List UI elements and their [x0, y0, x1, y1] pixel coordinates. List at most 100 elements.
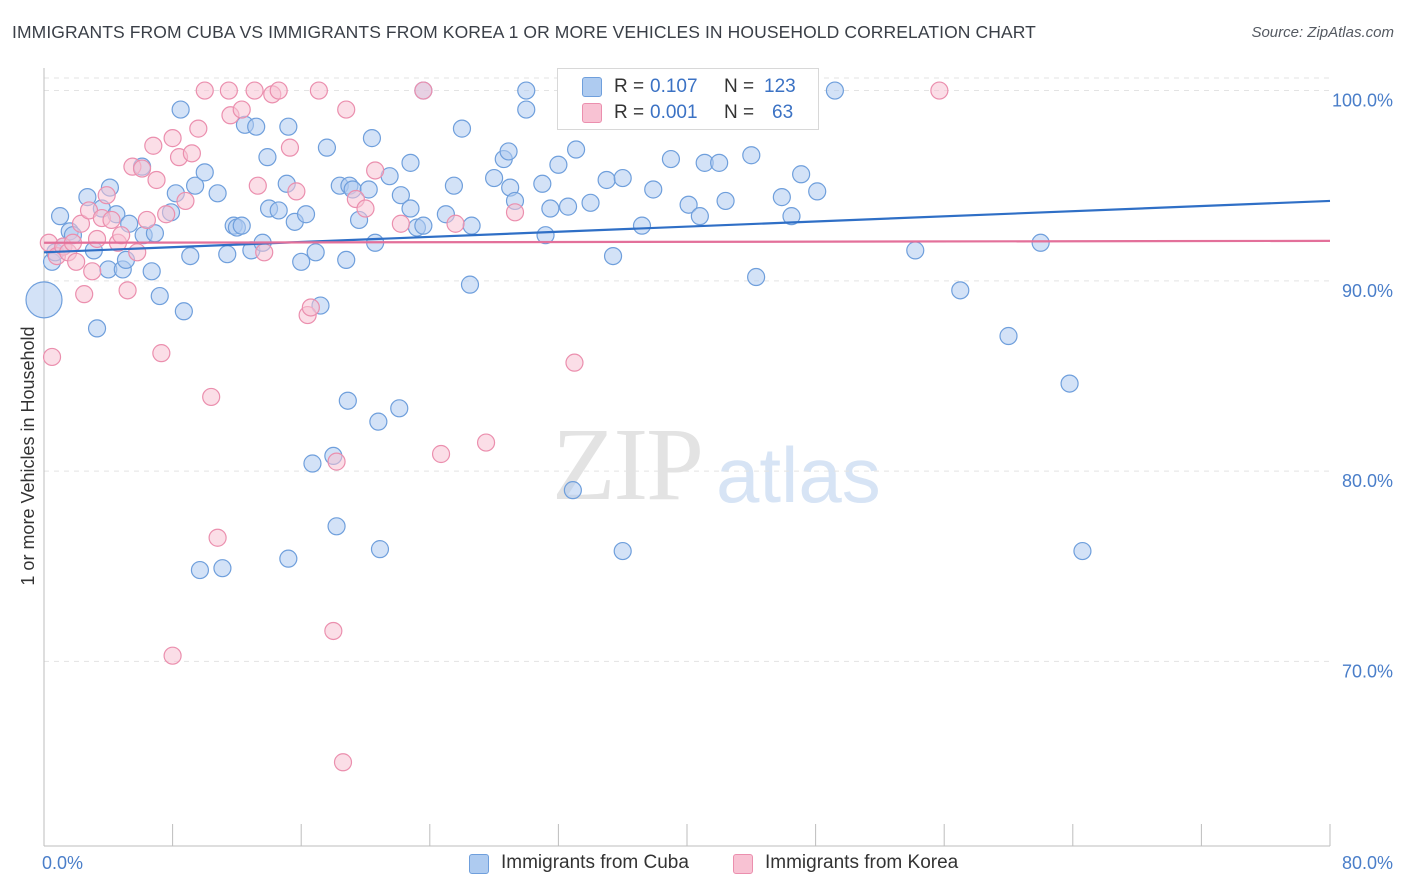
cuba-point: [1073, 541, 1092, 561]
cuba-point: [444, 176, 464, 195]
korea-point: [333, 753, 353, 772]
cuba-point: [362, 129, 382, 148]
cuba-point: [337, 250, 356, 270]
korea-point: [280, 138, 300, 157]
cuba-r-value: 0.107: [650, 76, 698, 97]
source-label: Source: ZipAtlas.com: [1251, 24, 1394, 41]
korea-point: [71, 214, 91, 233]
korea-point: [446, 214, 465, 233]
korea-point: [118, 281, 137, 300]
cuba-point: [142, 262, 161, 281]
cuba-point: [269, 201, 288, 220]
cuba-point: [213, 559, 232, 578]
cuba-point: [195, 163, 214, 182]
korea-point: [287, 182, 306, 201]
korea-point: [132, 159, 152, 178]
cuba-n-label: N =: [724, 76, 755, 97]
cuba-point: [150, 286, 169, 306]
cuba-point: [499, 142, 518, 161]
korea-point: [67, 252, 86, 271]
korea-point: [83, 262, 102, 281]
cuba-point: [716, 191, 735, 211]
cuba-point: [549, 155, 568, 174]
korea-point: [309, 81, 328, 100]
chart-title: IMMIGRANTS FROM CUBA VS IMMIGRANTS FROM …: [12, 22, 1036, 42]
cuba-point: [452, 119, 472, 138]
korea-point: [324, 621, 343, 641]
cuba-point: [808, 182, 827, 201]
cuba-point: [171, 100, 190, 119]
cuba-point: [390, 399, 409, 418]
cuba-point: [825, 81, 844, 100]
cuba-point: [190, 560, 210, 580]
cuba-point: [462, 216, 481, 235]
cuba-point: [644, 180, 663, 199]
cuba-point: [581, 193, 600, 212]
cuba-point: [517, 81, 536, 100]
korea-point: [128, 243, 147, 262]
y-tick-label: 70.0%: [1342, 661, 1393, 681]
korea-point: [414, 81, 433, 100]
series-cuba-points: [25, 81, 1092, 580]
cuba-point: [460, 275, 480, 294]
cuba-point: [279, 549, 298, 568]
cuba-point: [414, 216, 433, 235]
cuba-point: [951, 281, 970, 300]
cuba-point: [208, 184, 227, 203]
cuba-point: [597, 170, 616, 190]
cuba-point: [370, 540, 390, 559]
cuba-point: [533, 174, 552, 193]
korea-point: [42, 347, 62, 367]
korea-point: [301, 298, 320, 317]
cuba-point: [232, 216, 251, 235]
cuba-point: [566, 140, 586, 159]
korea-point: [245, 81, 264, 100]
cuba-point: [782, 207, 801, 226]
korea-point: [152, 344, 171, 363]
x-tick-label-max: 80.0%: [1342, 853, 1393, 873]
korea-point: [208, 528, 227, 547]
cuba-point: [747, 267, 766, 287]
cuba-point: [292, 252, 311, 271]
korea-point: [327, 452, 346, 471]
cuba-point: [999, 326, 1018, 346]
korea-trend-line: [43, 239, 1331, 244]
cuba-point: [742, 146, 761, 165]
cuba-point: [174, 302, 193, 321]
watermark-zip: ZIP: [552, 407, 704, 522]
cuba-r-label: R =: [614, 76, 645, 97]
legend-korea-swatch: [733, 854, 753, 874]
cuba-point: [632, 216, 652, 235]
cuba-point: [541, 199, 560, 218]
korea-point: [255, 243, 274, 262]
cuba-point: [25, 281, 63, 319]
korea-point: [189, 119, 208, 138]
stats-legend: R = 0.107 N = 123 R = 0.001 N = 63: [557, 68, 819, 130]
cuba-point: [391, 186, 410, 205]
cuba-point: [792, 165, 811, 184]
cuba-n-value: 123: [764, 76, 796, 97]
korea-point: [195, 81, 214, 100]
korea-point: [356, 199, 375, 218]
cuba-point: [247, 117, 266, 136]
y-tick-label: 100.0%: [1332, 91, 1393, 111]
korea-point: [87, 229, 107, 249]
korea-point: [269, 81, 288, 100]
korea-point: [232, 100, 251, 119]
cuba-point: [563, 481, 582, 500]
cuba-trend-line: [43, 199, 1331, 254]
legend-korea-label: Immigrants from Korea: [765, 852, 959, 873]
axis-labels: 70.0% 80.0% 90.0% 100.0% 0.0% 80.0% 1 or more …: [18, 91, 1393, 873]
y-tick-label: 90.0%: [1342, 281, 1393, 301]
y-tick-label: 80.0%: [1342, 471, 1393, 491]
cuba-point: [186, 176, 205, 195]
korea-point: [157, 205, 176, 224]
cuba-point: [517, 100, 536, 119]
cuba-point: [558, 197, 578, 216]
korea-point: [248, 176, 267, 195]
korea-point: [366, 161, 385, 180]
series-korea-points: [39, 81, 949, 772]
cuba-point: [359, 180, 378, 199]
cuba-point: [296, 205, 316, 224]
